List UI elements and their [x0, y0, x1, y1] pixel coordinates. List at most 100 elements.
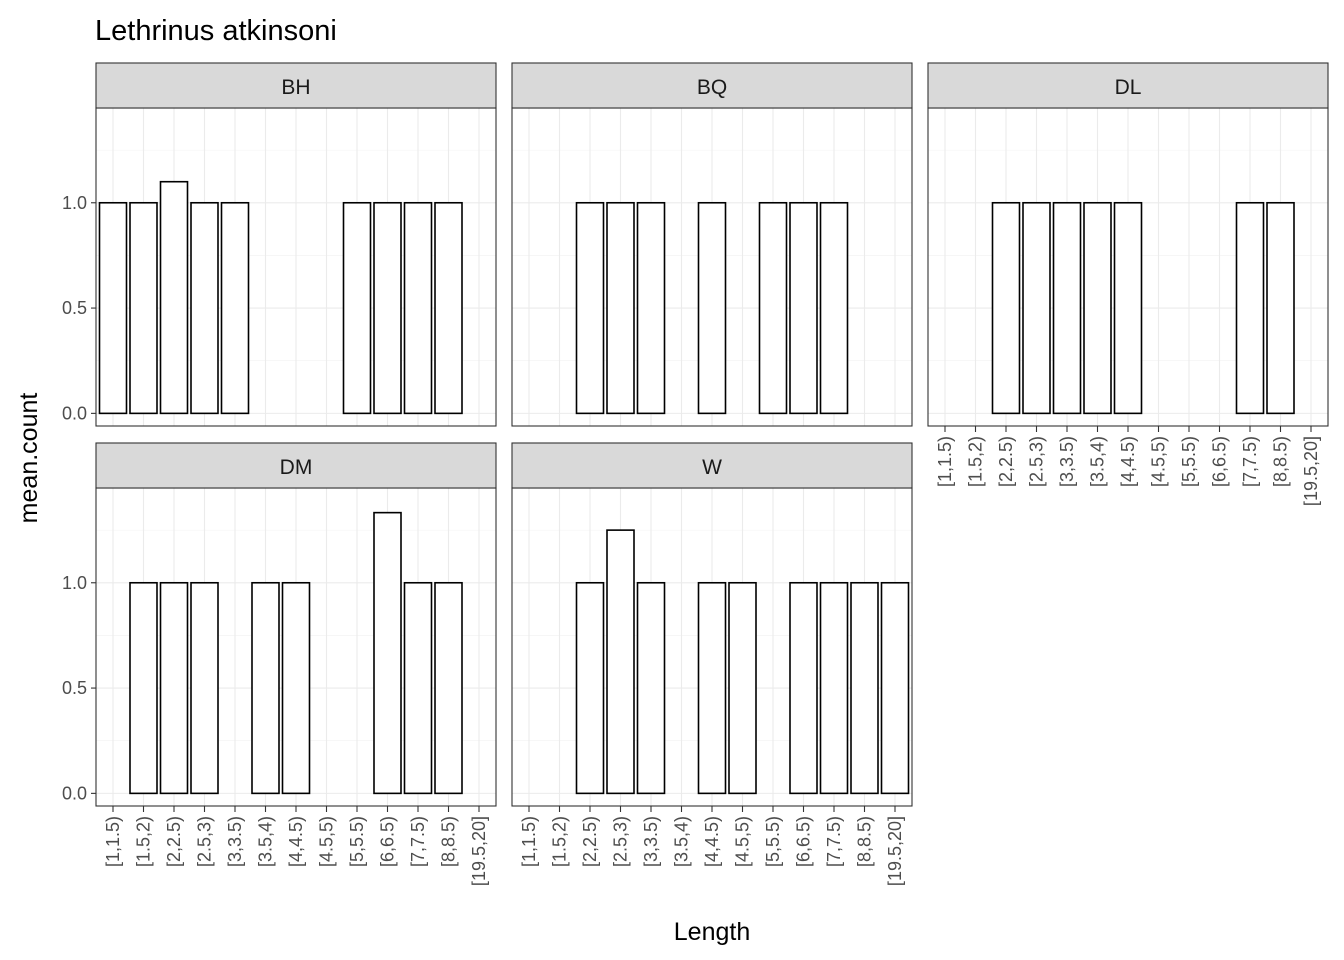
bar-bh-11 [434, 201, 463, 415]
facet-strip-label: BQ [697, 76, 727, 99]
x-tick-label: [5,5.5) [763, 816, 783, 867]
x-tick-label: [2,2.5) [996, 436, 1016, 487]
x-tick-label: [1.5,2) [966, 436, 986, 487]
bar-bh-0 [98, 201, 128, 415]
bar-bq-8 [758, 201, 788, 415]
facet-strip [511, 442, 913, 489]
bar-w-3 [606, 529, 635, 795]
bar-bq-9 [789, 201, 818, 415]
y-axis-title: mean.count [15, 393, 43, 524]
facet-strip [511, 62, 913, 109]
x-tick-label: [7,7.5) [408, 816, 428, 867]
x-tick-label: [6,6.5) [1210, 436, 1230, 487]
x-tick-label: [3.5,4) [672, 816, 692, 867]
bar-bh-4 [220, 201, 250, 415]
bar-bq-10 [819, 201, 849, 415]
bar-dl-3 [1022, 201, 1051, 415]
y-tick-label: 0.0 [62, 403, 87, 423]
bar-dm-10 [403, 581, 433, 795]
x-tick-label: [2.5,3) [1027, 436, 1047, 487]
bar-bh-2 [159, 180, 189, 415]
bar-dl-11 [1266, 201, 1295, 415]
bar-w-6 [697, 581, 727, 795]
x-tick-label: [7,7.5) [1240, 436, 1260, 487]
facet-strip-label: BH [281, 76, 310, 99]
bar-w-11 [850, 581, 879, 795]
bar-bh-1 [129, 201, 158, 415]
bar-w-10 [819, 581, 849, 795]
facet-strip-label: W [702, 456, 722, 479]
x-tick-label: [19.5,20] [1301, 436, 1321, 506]
x-tick-label: [19.5,20] [469, 816, 489, 886]
x-tick-label: [4.5,5) [733, 816, 753, 867]
x-tick-label: [4,4.5) [702, 816, 722, 867]
bar-dl-6 [1113, 201, 1143, 415]
bar-bq-3 [606, 201, 635, 415]
bar-bh-9 [373, 201, 402, 415]
bar-dl-2 [991, 201, 1021, 415]
x-tick-label: [6,6.5) [794, 816, 814, 867]
bar-bq-6 [697, 201, 727, 415]
x-tick-label: [8,8.5) [855, 816, 875, 867]
bar-w-4 [636, 581, 666, 795]
x-tick-label: [1.5,2) [550, 816, 570, 867]
x-tick-label: [3,3.5) [641, 816, 661, 867]
x-tick-label: [4,4.5) [286, 816, 306, 867]
x-tick-label: [3,3.5) [225, 816, 245, 867]
y-tick-label: 0.0 [62, 783, 87, 803]
bar-dm-11 [434, 581, 463, 795]
facet-panel-w: W [1,1.5) [1.5,2) [2,2.5) [2.5,3) [3,3.5) [3.5… [511, 442, 913, 886]
bar-dm-6 [281, 581, 311, 795]
x-tick-label: [3,3.5) [1057, 436, 1077, 487]
x-tick-label: [2.5,3) [611, 816, 631, 867]
bar-w-2 [575, 581, 605, 795]
facet-panel-dm: DM 0.0 0.5 1.0 [1,1.5) [1.5,2) [2,2.5) [2.5,3) [… [62, 442, 497, 886]
x-tick-label: [1.5,2) [134, 816, 154, 867]
facet-strip [95, 62, 497, 109]
bar-dl-5 [1083, 201, 1112, 415]
x-tick-label: [1,1.5) [935, 436, 955, 487]
x-tick-label: [5,5.5) [1179, 436, 1199, 487]
facet-strip-label: DM [280, 456, 313, 479]
x-tick-label: [1,1.5) [103, 816, 123, 867]
x-tick-label: [19.5,20] [885, 816, 905, 886]
x-tick-label: [8,8.5) [1271, 436, 1291, 487]
x-tick-label: [1,1.5) [519, 816, 539, 867]
y-tick-label: 0.5 [62, 678, 87, 698]
x-tick-label: [2,2.5) [580, 816, 600, 867]
facet-panel-bq: BQ [511, 62, 913, 427]
facet-strip [927, 62, 1329, 109]
bar-dl-4 [1052, 201, 1082, 415]
x-tick-label: [8,8.5) [439, 816, 459, 867]
y-tick-label: 0.5 [62, 298, 87, 318]
x-tick-label: [6,6.5) [378, 816, 398, 867]
bar-bq-4 [636, 201, 666, 415]
x-tick-label: [4.5,5) [1149, 436, 1169, 487]
x-tick-label: [3.5,4) [256, 816, 276, 867]
bar-dm-5 [251, 581, 280, 795]
bar-dm-9 [373, 511, 402, 795]
bar-bh-3 [190, 201, 219, 415]
x-tick-label: [5,5.5) [347, 816, 367, 867]
facet-strip [95, 442, 497, 489]
bar-bq-2 [575, 201, 605, 415]
x-tick-label: [2,2.5) [164, 816, 184, 867]
chart-title: Lethrinus atkinsoni [95, 15, 337, 47]
bar-bh-8 [342, 201, 372, 415]
x-tick-label: [2.5,3) [195, 816, 215, 867]
bar-w-7 [728, 581, 757, 795]
x-tick-label: [3.5,4) [1088, 436, 1108, 487]
bar-bh-10 [403, 201, 433, 415]
bar-dm-2 [159, 581, 189, 795]
y-tick-label: 1.0 [62, 573, 87, 593]
facet-panel-bh: BH 0.0 0.5 1.0 [62, 62, 497, 427]
bar-w-12 [880, 581, 910, 795]
facet-strip-label: DL [1115, 76, 1142, 99]
bar-w-9 [789, 581, 818, 795]
x-tick-label: [4,4.5) [1118, 436, 1138, 487]
bar-dm-3 [190, 581, 219, 795]
x-tick-label: [7,7.5) [824, 816, 844, 867]
y-tick-label: 1.0 [62, 193, 87, 213]
x-axis-title: Length [674, 918, 750, 946]
